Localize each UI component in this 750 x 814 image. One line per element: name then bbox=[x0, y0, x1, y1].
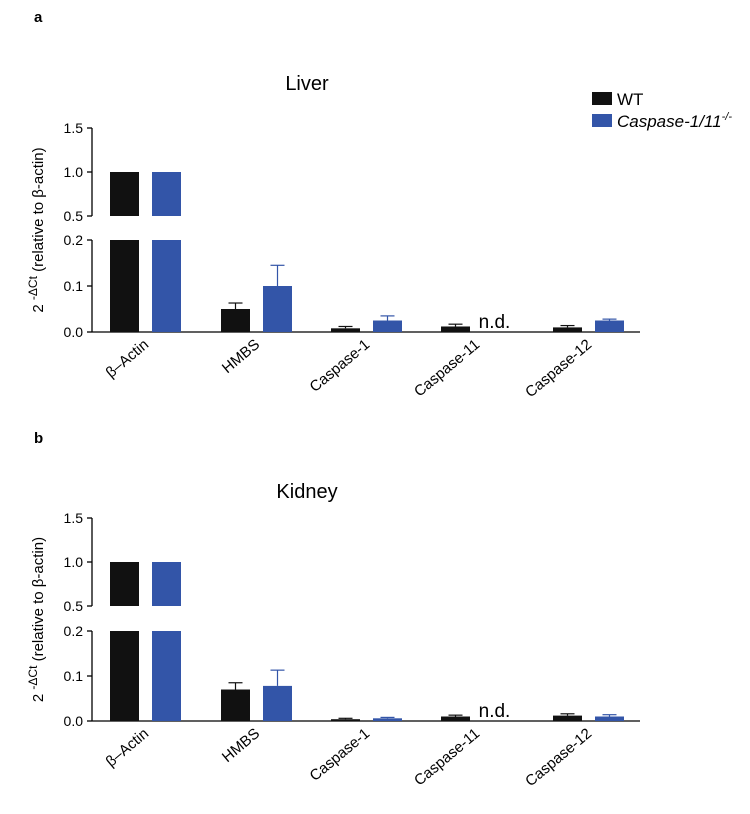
bar-1 bbox=[595, 320, 624, 332]
legend: WT Caspase-1/11-/- bbox=[592, 90, 732, 131]
y-tick-label-upper: 1.0 bbox=[64, 554, 84, 570]
bar-0 bbox=[441, 326, 470, 332]
bar-1-upper bbox=[152, 172, 181, 216]
y-axis-label-rest: (relative to β-actin) bbox=[30, 147, 47, 276]
y-tick-label-lower: 0.0 bbox=[64, 713, 84, 729]
y-tick-label-upper: 0.5 bbox=[64, 208, 84, 224]
bar-0 bbox=[331, 328, 360, 332]
legend-swatch bbox=[592, 92, 612, 105]
y-tick-label-upper: 1.5 bbox=[64, 120, 84, 136]
bar-1 bbox=[373, 718, 402, 721]
bar-0-upper bbox=[110, 562, 139, 606]
category-label: β–Actin bbox=[103, 336, 152, 381]
bar-0 bbox=[441, 716, 470, 721]
category-label: Caspase-11 bbox=[411, 336, 483, 400]
y-axis-label-exponent: -ΔCt bbox=[26, 665, 40, 690]
category-label: β–Actin bbox=[103, 725, 152, 770]
bar-0 bbox=[221, 689, 250, 721]
category-label: HMBS bbox=[219, 725, 263, 766]
bar-0 bbox=[221, 309, 250, 332]
y-tick-label-upper: 1.0 bbox=[64, 164, 84, 180]
bar-0 bbox=[331, 719, 360, 721]
bar-1 bbox=[263, 286, 292, 332]
category-label: Caspase-12 bbox=[522, 725, 595, 790]
panel-label: a bbox=[34, 9, 43, 26]
not-detected-annotation: n.d. bbox=[479, 701, 511, 722]
bar-0-upper bbox=[110, 172, 139, 216]
bar-0 bbox=[553, 715, 582, 721]
panel-label: b bbox=[34, 430, 43, 447]
y-tick-label-lower: 0.0 bbox=[64, 324, 84, 340]
y-axis-label-rest: (relative to β-actin) bbox=[30, 537, 47, 666]
not-detected-annotation: n.d. bbox=[479, 312, 511, 333]
category-label: HMBS bbox=[219, 336, 263, 377]
bar-0 bbox=[553, 327, 582, 332]
category-label: Caspase-1 bbox=[307, 725, 374, 785]
legend-label-main: Caspase-1/11 bbox=[617, 112, 722, 131]
bar-1 bbox=[263, 685, 292, 721]
category-label: Caspase-12 bbox=[522, 336, 595, 401]
y-axis-label-base: 2 bbox=[30, 690, 47, 703]
bar-1-upper bbox=[152, 562, 181, 606]
bar-0-lower bbox=[110, 631, 139, 721]
y-tick-label-lower: 0.2 bbox=[64, 623, 84, 639]
legend-label-superscript: -/- bbox=[722, 111, 733, 123]
bar-0-lower bbox=[110, 240, 139, 332]
y-tick-label-lower: 0.2 bbox=[64, 232, 84, 248]
panel-kidney: b Kidney 0.5 1.0 1.5 0.0 0.1 0.2 2 -ΔCt (relativ… bbox=[26, 430, 640, 790]
bar-1-lower bbox=[152, 240, 181, 332]
chart-title: Kidney bbox=[276, 481, 337, 503]
category-label: Caspase-11 bbox=[411, 725, 483, 789]
chart-title: Liver bbox=[285, 73, 329, 95]
legend-label: WT bbox=[617, 90, 643, 109]
bar-1-lower bbox=[152, 631, 181, 721]
y-tick-label-upper: 1.5 bbox=[64, 510, 84, 526]
y-axis-label: 2 -ΔCt (relative to β-actin) bbox=[26, 147, 47, 312]
y-axis-label: 2 -ΔCt (relative to β-actin) bbox=[26, 537, 47, 702]
y-tick-label-lower: 0.1 bbox=[64, 278, 84, 294]
y-axis-label-exponent: -ΔCt bbox=[26, 275, 40, 300]
bar-1 bbox=[373, 320, 402, 332]
legend-swatch bbox=[592, 114, 612, 127]
y-tick-label-lower: 0.1 bbox=[64, 668, 84, 684]
y-tick-label-upper: 0.5 bbox=[64, 598, 84, 614]
legend-label: Caspase-1/11-/- bbox=[617, 111, 732, 131]
panel-liver: a Liver 0.5 1.0 1.5 0.0 0.1 0.2 2 -ΔCt (relative… bbox=[26, 9, 640, 401]
y-axis-label-base: 2 bbox=[30, 300, 47, 313]
bar-1 bbox=[595, 716, 624, 721]
category-label: Caspase-1 bbox=[307, 336, 374, 396]
